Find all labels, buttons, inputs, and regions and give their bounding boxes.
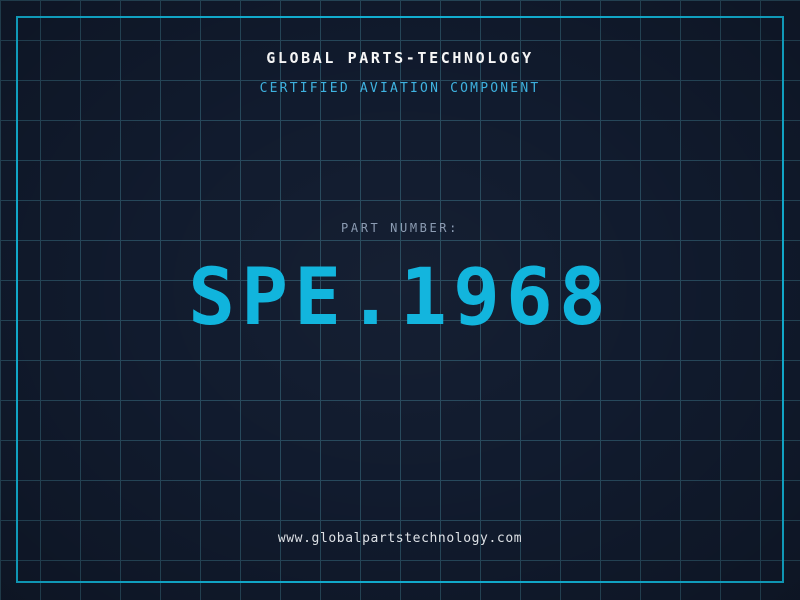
certification-subtitle: CERTIFIED AVIATION COMPONENT — [259, 81, 541, 96]
part-number-value: SPE.1968 — [188, 253, 612, 343]
website-url: www.globalpartstechnology.com — [277, 531, 523, 546]
part-number-label: PART NUMBER: — [341, 221, 459, 235]
company-title: GLOBAL PARTS-TECHNOLOGY — [266, 49, 534, 67]
